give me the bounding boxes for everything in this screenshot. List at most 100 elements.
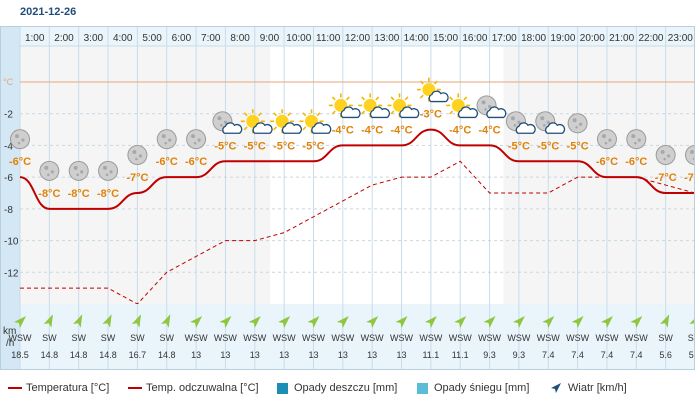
wind-speed-label: 16.7 — [129, 350, 147, 360]
hour-label: 6:00 — [172, 33, 192, 44]
wind-arrow-icon — [571, 316, 584, 328]
legend-rain[interactable]: Opady deszczu [mm] — [277, 382, 397, 394]
wind-direction-label: SW — [42, 333, 57, 343]
moon-icon — [39, 160, 60, 181]
wind-arrow-icon — [600, 316, 613, 328]
feels-like-series-line — [20, 160, 695, 305]
legend-wind[interactable]: Wiatr [km/h] — [550, 382, 627, 394]
wind-speed-label: 7.4 — [630, 350, 643, 360]
hour-label: 1:00 — [25, 33, 45, 44]
wind-direction-label: WSW — [9, 333, 32, 343]
temperature-data-label: -4°C — [449, 124, 471, 136]
moon-icon — [685, 145, 695, 165]
moon-icon — [596, 129, 617, 150]
wind-arrow-icon — [660, 314, 670, 328]
temperature-data-label: -3°C — [420, 109, 442, 121]
sun-cloud-icon — [358, 93, 391, 119]
temperature-data-label: -5°C — [537, 140, 559, 152]
temperature-data-label: -5°C — [214, 140, 236, 152]
wind-speed-label: 13 — [367, 350, 377, 360]
hour-label: 14:00 — [404, 33, 429, 44]
temperature-data-label: -6°C — [156, 156, 178, 168]
wind-direction-label: WSW — [419, 333, 442, 343]
hour-label: 7:00 — [201, 33, 221, 44]
legend-snow-label: Opady śniegu [mm] — [434, 382, 530, 394]
moon-icon — [567, 113, 588, 134]
hour-label: 2:00 — [54, 33, 74, 44]
wind-speed-label: 18.5 — [11, 350, 29, 360]
wind-direction-label: SW — [130, 333, 145, 343]
y-tick-label: -6 — [4, 173, 13, 184]
snow-swatch-icon — [417, 382, 428, 394]
wind-direction-label: WSW — [595, 333, 618, 343]
hour-label: 4:00 — [113, 33, 133, 44]
chart-legend: Temperatura [°C] Temp. odczuwalna [°C] O… — [0, 377, 695, 399]
wind-arrow-icon — [307, 316, 320, 328]
y-axis-panel — [0, 26, 20, 370]
sun-cloud-icon — [446, 93, 479, 119]
hour-label: 9:00 — [260, 33, 280, 44]
hour-label: 22:00 — [638, 33, 663, 44]
legend-snow[interactable]: Opady śniegu [mm] — [417, 382, 529, 394]
temperature-series-line — [19, 128, 695, 210]
temperature-data-label: -8°C — [97, 188, 119, 200]
wind-arrow-icon — [424, 316, 437, 328]
wind-arrow-icon — [219, 316, 232, 328]
temperature-data-label: -4°C — [332, 124, 354, 136]
wind-arrow-icon — [248, 316, 261, 328]
temperature-data-label: -4°C — [390, 124, 412, 136]
hour-label: 5:00 — [142, 33, 162, 44]
hour-label: 20:00 — [580, 33, 605, 44]
moon-icon — [10, 129, 30, 150]
wind-direction-label: WSW — [390, 333, 413, 343]
temperature-data-label: -8°C — [68, 188, 90, 200]
wind-speed-label: 11.1 — [422, 350, 439, 360]
hour-label: 8:00 — [230, 33, 250, 44]
legend-temperature-label: Temperatura [°C] — [26, 382, 110, 394]
hour-label: 3:00 — [84, 33, 104, 44]
wind-speed-label: 13 — [397, 350, 407, 360]
weather-chart: -2 -4 -6 -8 -10 -12 °C 1:00 2:00 3:00 4:00 5:00 6:00… — [0, 26, 695, 370]
wind-speed-label: 14.8 — [41, 350, 59, 360]
temperature-data-label: -6°C — [596, 156, 618, 168]
sun-cloud-icon — [240, 109, 273, 134]
temperature-data-label: -5°C — [273, 140, 295, 152]
temperature-data-label: -5°C — [567, 140, 589, 152]
legend-wind-label: Wiatr [km/h] — [568, 382, 627, 394]
wind-arrow-icon — [73, 314, 83, 328]
temperature-data-label: -6°C — [9, 156, 31, 168]
legend-rain-label: Opady deszczu [mm] — [294, 382, 398, 394]
sun-cloud-icon — [299, 109, 332, 134]
moon-cloud-icon — [476, 95, 507, 119]
hour-label: 12:00 — [345, 33, 370, 44]
moon-cloud-icon — [535, 111, 566, 134]
wind-speed-label: 9.3 — [513, 350, 526, 360]
legend-temperature[interactable]: Temperatura [°C] — [8, 382, 109, 394]
hour-label: 15:00 — [433, 33, 458, 44]
moon-icon — [156, 129, 177, 150]
wind-arrow-icon — [336, 316, 349, 328]
wind-speed-label: 13 — [220, 350, 230, 360]
wind-arrow-icon — [161, 314, 171, 328]
wind-speed-label: 7.4 — [601, 350, 614, 360]
wind-speed-label: 9.3 — [483, 350, 496, 360]
wind-arrow-icon — [366, 316, 379, 328]
wind-direction-label: WSW — [214, 333, 237, 343]
wind-direction-label: WSW — [566, 333, 589, 343]
y-tick-label: -8 — [4, 205, 13, 216]
wind-arrow-icon — [395, 316, 408, 328]
wind-direction-label: SW — [688, 333, 695, 343]
moon-icon — [98, 160, 119, 181]
legend-line-icon — [8, 387, 22, 390]
wind-arrow-icon — [630, 316, 643, 328]
wind-speed-label: 13 — [308, 350, 318, 360]
wind-speed-label: 14.8 — [99, 350, 117, 360]
wind-speed-label: 13 — [191, 350, 201, 360]
moon-icon — [655, 145, 676, 165]
legend-feels-like-label: Temp. odczuwalna [°C] — [146, 382, 259, 394]
moon-icon — [626, 129, 647, 150]
legend-feels-like[interactable]: Temp. odczuwalna [°C] — [128, 382, 259, 394]
temperature-data-label: -7°C — [684, 172, 695, 184]
wind-direction-label: WSW — [478, 333, 501, 343]
hour-label: 11:00 — [316, 33, 341, 44]
